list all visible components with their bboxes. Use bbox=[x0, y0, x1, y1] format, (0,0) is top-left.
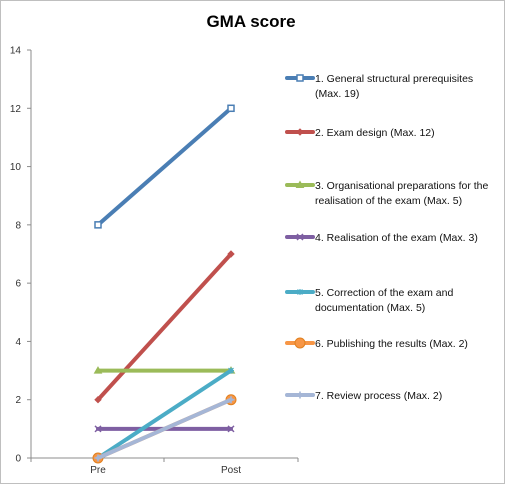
x-axis-ticks: Pre Post bbox=[30, 458, 299, 476]
legend-label: 6. Publishing the results (Max. 2) bbox=[315, 338, 468, 350]
series-lines bbox=[92, 104, 237, 464]
y-tick-label: 14 bbox=[10, 46, 22, 57]
legend-marker bbox=[296, 74, 304, 82]
legend-marker bbox=[294, 337, 306, 349]
legend-label: 2. Exam design (Max. 12) bbox=[315, 127, 435, 139]
chart-title: GMA score bbox=[206, 12, 295, 31]
legend-item: 1. General structural prerequisites (Max.… bbox=[285, 73, 473, 100]
series-3 bbox=[93, 366, 236, 374]
data-point-marker bbox=[227, 250, 235, 258]
series-1 bbox=[94, 104, 235, 229]
y-tick-label: 2 bbox=[15, 395, 21, 406]
legend-marker bbox=[297, 289, 303, 295]
y-tick-label: 10 bbox=[10, 162, 22, 173]
legend-marker bbox=[296, 128, 304, 136]
legend-item: 5. Correction of the exam and documentati… bbox=[285, 287, 453, 314]
legend-label: documentation (Max. 5) bbox=[315, 302, 425, 314]
series-line bbox=[96, 368, 233, 460]
y-tick-label: 4 bbox=[15, 337, 21, 348]
legend-label: 1. General structural prerequisites bbox=[315, 73, 473, 85]
legend: 1. General structural prerequisites (Max.… bbox=[285, 73, 489, 402]
y-tick-label: 12 bbox=[10, 104, 22, 115]
legend-label: 5. Correction of the exam and bbox=[315, 287, 453, 299]
series-2 bbox=[94, 250, 235, 404]
data-point-marker bbox=[94, 396, 102, 404]
legend-marker bbox=[296, 233, 304, 241]
y-tick-label: 8 bbox=[15, 220, 21, 231]
series-line bbox=[96, 252, 233, 402]
series-line bbox=[96, 397, 233, 460]
legend-item: 3. Organisational preparations for the re… bbox=[285, 180, 489, 207]
legend-marker bbox=[296, 391, 304, 399]
data-point-marker bbox=[94, 454, 102, 462]
data-point-marker bbox=[227, 104, 235, 113]
data-point-marker bbox=[94, 425, 102, 433]
legend-item: 2. Exam design (Max. 12) bbox=[285, 127, 435, 139]
data-point-marker bbox=[227, 425, 235, 433]
legend-label: 3. Organisational preparations for the bbox=[315, 180, 489, 192]
series-line bbox=[96, 106, 233, 227]
series-7 bbox=[94, 396, 235, 462]
y-axis-ticks: 0 2 4 6 8 10 12 14 bbox=[10, 46, 31, 465]
y-tick-label: 0 bbox=[15, 454, 21, 465]
legend-label: 4. Realisation of the exam (Max. 3) bbox=[315, 232, 478, 244]
legend-item: 4. Realisation of the exam (Max. 3) bbox=[285, 232, 478, 244]
legend-label: 7. Review process (Max. 2) bbox=[315, 390, 442, 402]
legend-label: (Max. 19) bbox=[315, 88, 359, 100]
data-point-marker bbox=[228, 367, 234, 374]
data-point-marker bbox=[94, 221, 102, 229]
legend-marker bbox=[295, 180, 305, 188]
legend-item: 6. Publishing the results (Max. 2) bbox=[285, 337, 468, 350]
data-point-marker bbox=[93, 366, 103, 374]
x-tick-label: Pre bbox=[90, 465, 106, 476]
axes bbox=[30, 50, 298, 459]
x-tick-label: Post bbox=[221, 465, 241, 476]
legend-label: realisation of the exam (Max. 5) bbox=[315, 195, 462, 207]
legend-item: 7. Review process (Max. 2) bbox=[285, 390, 442, 402]
y-tick-label: 6 bbox=[15, 279, 21, 290]
data-point-marker bbox=[227, 396, 235, 404]
